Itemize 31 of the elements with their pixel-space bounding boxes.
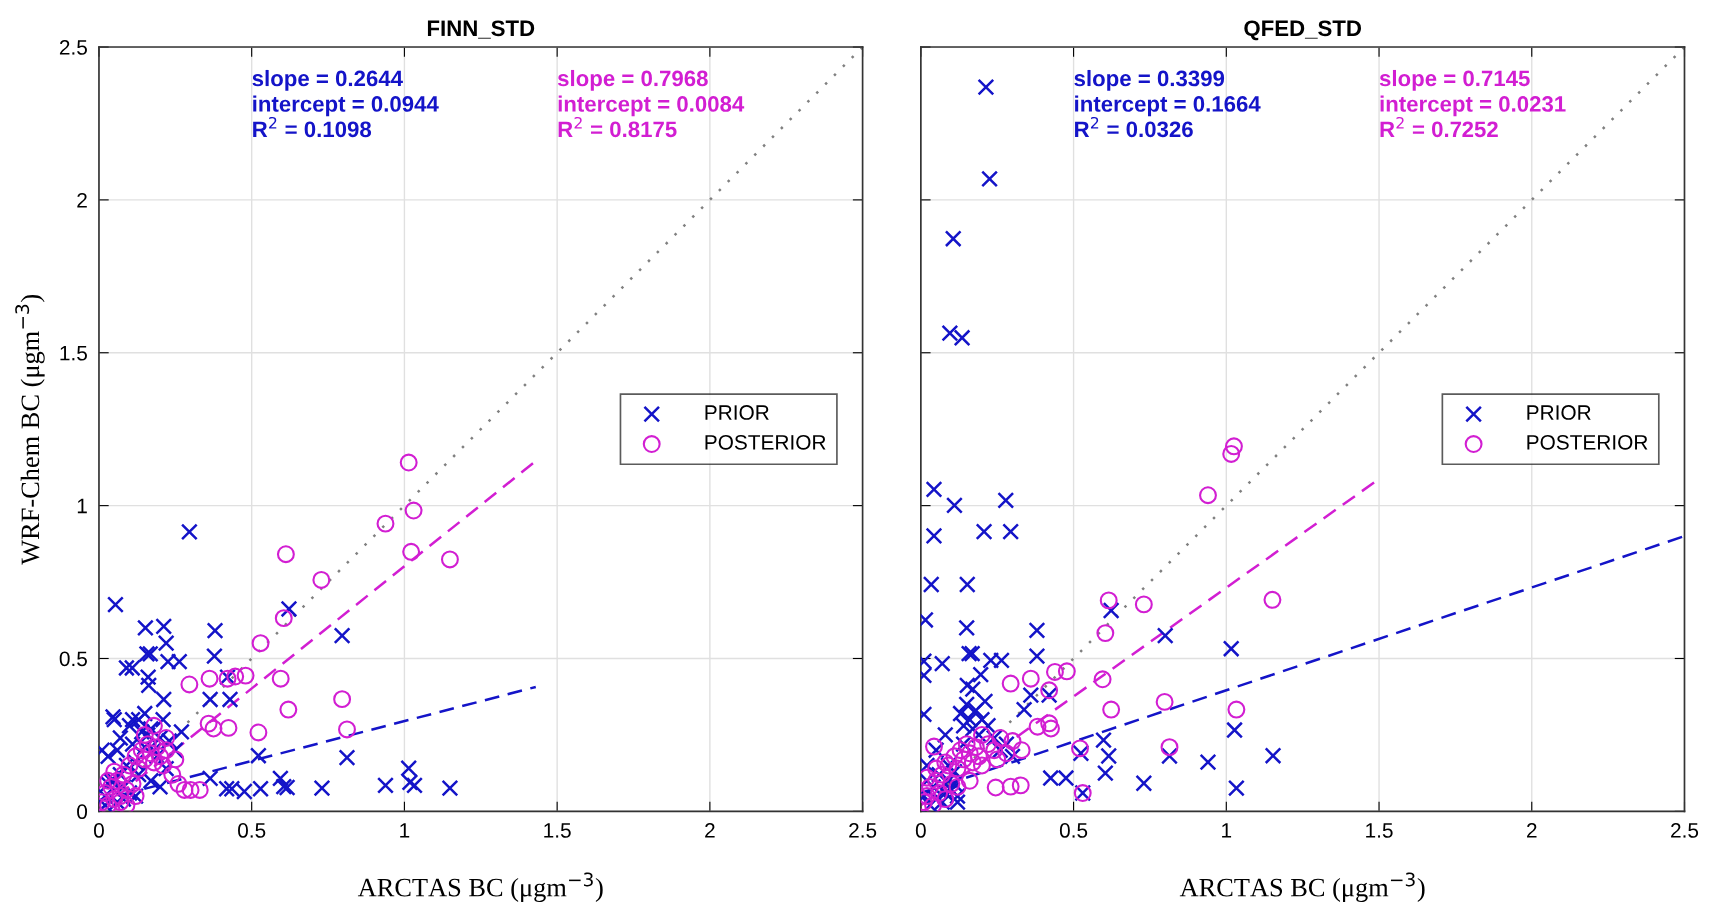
legend-label: PRIOR	[705, 405, 769, 420]
y-tick-label: 2	[77, 192, 87, 208]
legend-label: PRIOR	[1527, 405, 1591, 420]
x-tick-label: 0	[93, 823, 104, 838]
x-tick-label: 2	[1527, 823, 1537, 838]
annotation: slope = 0.7145 intercept = 0.0231 R$^{2}$ = 0.7252	[1379, 69, 1566, 138]
x-tick-label: 2	[705, 823, 715, 838]
x-tick-label: 0.5	[1059, 823, 1088, 838]
y-tick-label: 0	[77, 804, 88, 820]
legend-label: POSTERIOR	[1527, 434, 1648, 450]
x-tick-label: 2.5	[849, 823, 877, 838]
x-tick-label: 0	[915, 823, 926, 838]
chart-title: QFED_STD	[1244, 20, 1362, 41]
y-tick-label: 2.5	[59, 40, 87, 55]
x-tick-label: 1.5	[1366, 823, 1393, 838]
legend-label: POSTERIOR	[705, 434, 826, 450]
y-axis-title: WRF-Chem BC (μgm$^{−3}$)	[15, 294, 45, 565]
x-axis-title: ARCTAS BC (μgm$^{−3}$)	[1179, 872, 1425, 902]
annotation: slope = 0.7968 intercept = 0.0084 R$^{2}$ = 0.8175	[557, 69, 745, 138]
annotation: slope = 0.3399 intercept = 0.1664 R$^{2}$ = 0.0326	[1074, 69, 1261, 138]
y-tick-label: 0.5	[59, 651, 87, 667]
x-tick-label: 1	[1222, 823, 1232, 838]
x-tick-label: 1	[400, 823, 410, 838]
x-tick-label: 1.5	[544, 823, 571, 838]
x-tick-label: 0.5	[238, 823, 266, 838]
x-axis-title: ARCTAS BC (μgm$^{−3}$)	[357, 872, 603, 902]
y-tick-label: 1.5	[60, 345, 87, 361]
y-tick-label: 1	[77, 498, 87, 514]
annotation: slope = 0.2644 intercept = 0.0944 R$^{2}$ = 0.1098	[252, 69, 439, 138]
chart-title: FINN_STD	[427, 20, 535, 39]
x-tick-label: 2.5	[1671, 823, 1699, 838]
